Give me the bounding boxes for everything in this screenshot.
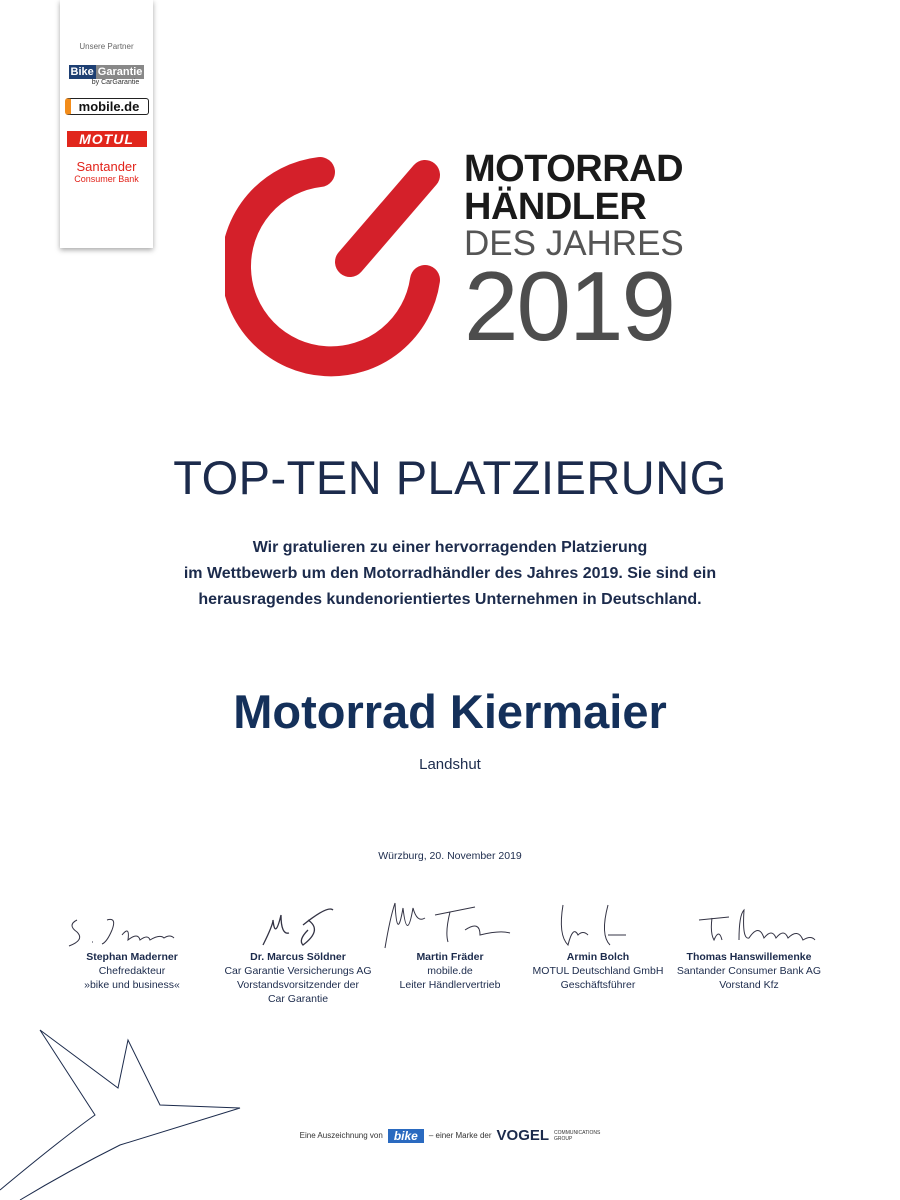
signature (262, 908, 334, 946)
bird-line-illustration (0, 1029, 241, 1200)
signatory: Stephan Maderner Chefredakteur »bike und b… (47, 900, 217, 992)
motul-logo: MOTUL (66, 131, 147, 147)
bike-garantie-logo: Bike Garantie (68, 65, 145, 79)
signatory: Armin Bolch MOTUL Deutschland GmbH Geschäf… (513, 900, 683, 992)
signatory: Martin Fräder mobile.de Leiter Händlervert… (365, 900, 535, 992)
dealer-city: Landshut (419, 756, 481, 773)
vogel-logo: VOGEL (496, 1127, 550, 1144)
place-date: Würzburg, 20. November 2019 (378, 850, 522, 862)
signatory: Thomas Hanswillemenke Santander Consumer … (664, 900, 834, 992)
signature (560, 904, 626, 946)
dealer-name: Motorrad Kiermaier (233, 685, 667, 738)
certificate-title: TOP-TEN PLATZIERUNG (173, 451, 727, 504)
mobile-de-logo: mobile.de (64, 98, 149, 115)
signature (384, 902, 511, 949)
signature (68, 919, 175, 947)
bike-garantie-sub: by CarGarantie (91, 79, 140, 86)
footer-credit: Eine Auszeichnung von bike – einer Marke… (299, 1127, 601, 1144)
signatory: Dr. Marcus Söldner Car Garantie Versicher… (213, 900, 383, 1006)
award-logo-mark (225, 157, 440, 377)
congratulation-text: Wir gratulieren zu einer hervorragenden … (183, 539, 717, 608)
award-wordmark: MOTORRAD HÄNDLER DES JAHRES 2019 (464, 148, 684, 361)
signature (698, 908, 816, 942)
santander-logo: Santander Consumer Bank (74, 159, 139, 184)
partner-logos-panel: Unsere Partner Bike Garantie by CarGarant… (60, 0, 153, 248)
partners-label: Unsere Partner (79, 42, 134, 51)
bike-magazine-logo: bike (387, 1128, 424, 1143)
